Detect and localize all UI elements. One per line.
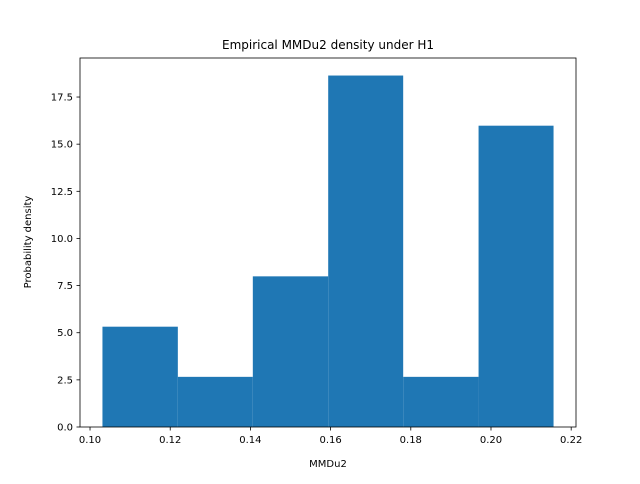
histogram-bar-2: [177, 376, 253, 427]
x-tick-label: 0.12: [159, 435, 181, 446]
x-tick-label: 0.10: [79, 435, 101, 446]
y-tick-label: 10.0: [51, 234, 73, 245]
x-tick-label: 0.16: [319, 435, 341, 446]
histogram-bar-5: [403, 376, 479, 427]
chart-title: Empirical MMDu2 density under H1: [222, 38, 434, 52]
y-tick-label: 12.5: [51, 187, 73, 198]
histogram-bar-6: [478, 125, 554, 427]
x-axis-ticks: 0.10 0.12 0.14 0.16 0.18 0.20 0.22: [79, 427, 582, 446]
bars-layer: [102, 75, 554, 427]
y-tick-label: 0.0: [57, 423, 73, 434]
axes-frame: [79, 57, 577, 428]
y-axis-ticks: 0.0 2.5 5.0 7.5 10.0 12.5 15.0 17.5: [51, 93, 80, 434]
y-tick-label: 7.5: [57, 281, 73, 292]
x-tick-label: 0.14: [239, 435, 261, 446]
y-tick-label: 15.0: [51, 140, 73, 151]
y-tick-label: 2.5: [57, 375, 73, 386]
histogram-bar-1: [102, 326, 178, 427]
y-tick-label: 5.0: [57, 328, 73, 339]
x-tick-label: 0.18: [400, 435, 422, 446]
y-tick-label: 17.5: [51, 93, 73, 104]
x-axis-label: MMDu2: [309, 459, 347, 470]
histogram-bar-3: [252, 276, 329, 427]
x-tick-label: 0.20: [480, 435, 502, 446]
x-tick-label: 0.22: [560, 435, 582, 446]
histogram-bar-4: [328, 75, 404, 427]
y-axis-label: Probability density: [23, 196, 34, 289]
